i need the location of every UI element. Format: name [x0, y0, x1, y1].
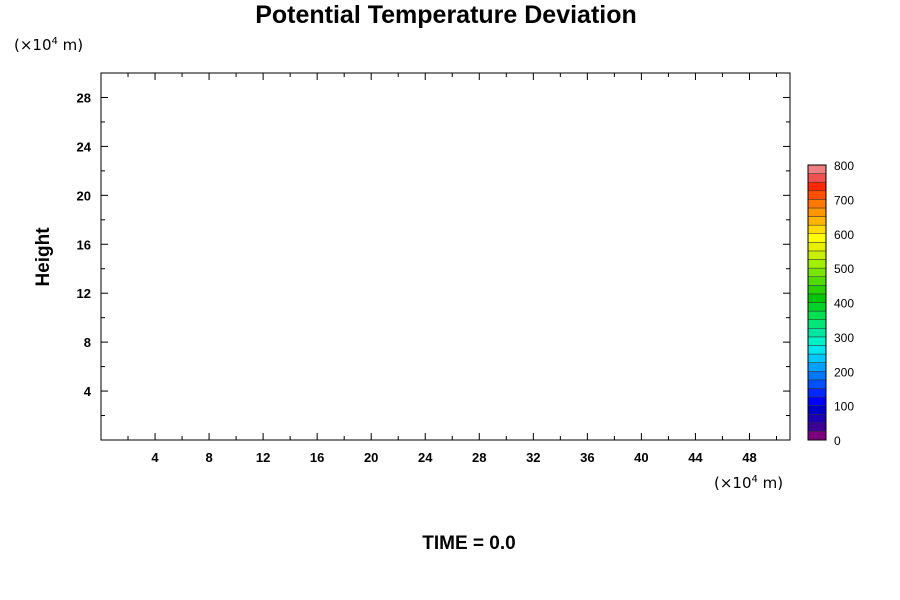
colorbar-swatch	[807, 302, 827, 312]
colorbar-swatch	[807, 181, 827, 192]
y-tick-label: 12	[77, 286, 91, 301]
axis-ticks	[101, 73, 790, 440]
colorbar-label: 0	[834, 434, 841, 448]
colorbar-swatch	[807, 405, 827, 415]
y-tick-label: 24	[77, 139, 92, 154]
x-tick-label: 4	[151, 450, 159, 465]
colorbar-swatch	[807, 293, 827, 303]
colorbar-swatch	[807, 224, 827, 234]
colorbar-label: 200	[834, 365, 854, 379]
colorbar-swatch	[807, 319, 827, 329]
y-tick-label: 28	[77, 90, 91, 105]
x-tick-label: 16	[310, 450, 324, 465]
chart-title: Potential Temperature Deviation	[255, 1, 637, 29]
colorbar-swatch	[807, 276, 827, 286]
time-label: TIME = 0.0	[422, 533, 515, 554]
colorbar-swatch	[807, 267, 827, 277]
x-tick-label: 40	[634, 450, 648, 465]
colorbar-swatch	[807, 422, 827, 432]
colorbar-swatch	[807, 173, 827, 183]
y-tick-label: 8	[84, 335, 91, 350]
colorbar-swatch	[807, 362, 827, 372]
colorbar-swatch	[807, 259, 827, 269]
colorbar-label: 500	[834, 262, 854, 276]
colorbar-swatch	[807, 285, 827, 295]
colorbar-frame	[807, 164, 827, 441]
colorbar-swatch	[807, 371, 827, 381]
colorbar-swatch	[807, 233, 827, 243]
colorbar-label: 100	[834, 400, 854, 414]
x-axis-unit: (×104 m)	[714, 474, 783, 492]
colorbar-label: 700	[834, 193, 854, 207]
colorbar-swatch	[807, 388, 827, 398]
colorbar-swatch	[807, 242, 827, 252]
colorbar-swatch	[807, 345, 827, 355]
colorbar-swatch	[807, 190, 827, 200]
colorbar-swatch	[807, 164, 827, 174]
colorbar-swatch	[807, 207, 827, 217]
x-tick-label: 44	[688, 450, 703, 465]
colorbar-swatch	[807, 216, 827, 226]
y-axis-unit: (×104 m)	[14, 36, 83, 54]
colorbar-swatch	[807, 413, 827, 424]
x-tick-label: 32	[526, 450, 540, 465]
colorbar-label: 800	[834, 159, 854, 173]
y-tick-label: 4	[84, 384, 92, 399]
colorbar-swatch	[807, 328, 827, 338]
x-tick-label: 28	[472, 450, 486, 465]
x-tick-label: 36	[580, 450, 594, 465]
y-axis-title: Height	[33, 227, 54, 287]
colorbar: 0 100 200 300 400 500 600 700 800	[807, 159, 854, 448]
colorbar-label: 600	[834, 228, 854, 242]
plot-area	[100, 72, 791, 441]
colorbar-swatch	[807, 431, 827, 441]
colorbar-swatch	[807, 310, 827, 320]
x-tick-label: 48	[742, 450, 756, 465]
colorbar-swatch	[807, 336, 827, 346]
colorbar-swatch	[807, 250, 827, 260]
colorbar-swatch	[807, 396, 827, 406]
colorbar-swatch	[807, 379, 827, 389]
colorbar-swatch	[807, 199, 827, 209]
x-tick-label: 12	[256, 450, 270, 465]
y-tick-label: 20	[77, 188, 91, 203]
x-tick-label: 20	[364, 450, 378, 465]
y-tick-label: 16	[77, 237, 91, 252]
colorbar-swatch	[807, 353, 827, 363]
colorbar-label: 300	[834, 331, 854, 345]
colorbar-label: 400	[834, 297, 854, 311]
x-tick-label: 8	[205, 450, 212, 465]
x-tick-label: 24	[418, 450, 433, 465]
